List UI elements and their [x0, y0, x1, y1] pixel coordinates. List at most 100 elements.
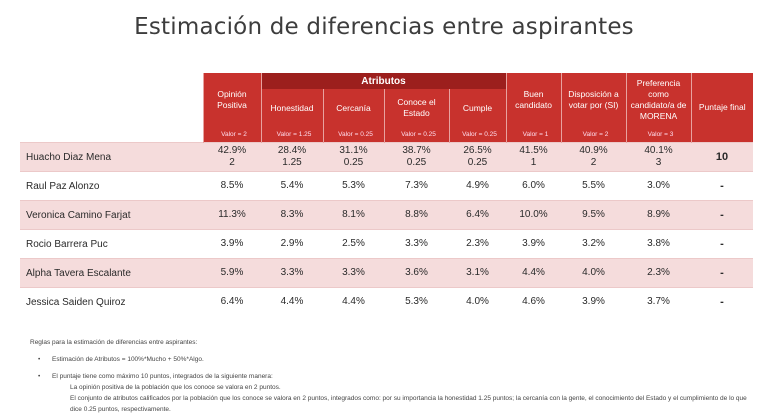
- page-title: Estimación de diferencias entre aspirant…: [134, 14, 634, 40]
- value-cell: 2.3%: [626, 258, 692, 288]
- table-body: Huacho Diaz Mena 42.9% 2 28.4% 1.25 31.1% 0…: [20, 142, 754, 316]
- final-score-cell: -: [691, 229, 754, 259]
- value-cell: 5.3%: [384, 287, 449, 316]
- final-score-cell: -: [691, 200, 754, 230]
- value-cell: 2.3%: [449, 229, 507, 259]
- final-score-cell: -: [691, 287, 754, 316]
- value-cell: 8.9%: [626, 200, 692, 230]
- value-cell: 3.6%: [384, 258, 449, 288]
- header-preferencia: Preferencia como candidato/a de MORENA: [625, 73, 692, 127]
- value-cell: 4.0%: [449, 287, 507, 316]
- value-cell: 4.9%: [449, 171, 507, 201]
- candidate-name: Jessica Saiden Quiroz: [20, 287, 203, 316]
- value-cell: 4.4%: [323, 287, 384, 316]
- value-cell: 10.0%: [506, 200, 562, 230]
- bullet-icon: •: [38, 356, 41, 363]
- table-row: Raul Paz Alonzo 8.5% 5.4% 5.3% 7.3% 4.9% 6.0% 5…: [20, 171, 754, 201]
- table-row: Huacho Diaz Mena 42.9% 2 28.4% 1.25 31.1% 0…: [20, 142, 754, 172]
- value-cell: 4.0%: [561, 258, 627, 288]
- value-cell: 3.9%: [203, 229, 261, 259]
- header-value: Valor = 2: [560, 127, 627, 143]
- header-label: Cercanía: [336, 102, 371, 113]
- candidate-name: Alpha Tavera Escalante: [20, 258, 203, 288]
- header-buen-candidato: Buen candidato: [505, 73, 562, 127]
- value-cell: 40.9% 2: [561, 142, 627, 172]
- value-cell: 5.5%: [561, 171, 627, 201]
- value-cell: 2.5%: [323, 229, 384, 259]
- table-row: Jessica Saiden Quiroz 6.4% 4.4% 4.4% 5.3% 4.0…: [20, 287, 754, 316]
- header-label: Honestidad: [270, 102, 314, 113]
- final-score-cell: -: [691, 258, 754, 288]
- notes-heading: Reglas para la estimación de diferencias…: [30, 339, 198, 346]
- notes-subitem: La opinión positiva de la población que …: [70, 384, 281, 391]
- final-score-cell: -: [691, 171, 754, 201]
- value-cell: 6.4%: [203, 287, 261, 316]
- value-cell: 5.9%: [203, 258, 261, 288]
- value-cell: 3.2%: [561, 229, 627, 259]
- notes-bullet-text: Estimación de Atributos = 100%*Mucho + 5…: [52, 356, 204, 363]
- candidate-name: Veronica Camino Farjat: [20, 200, 203, 230]
- value-cell: 6.0%: [506, 171, 562, 201]
- value-cell: 8.8%: [384, 200, 449, 230]
- header-conoce-estado: Conoce el Estado: [383, 89, 449, 127]
- value-cell: 31.1% 0.25: [323, 142, 384, 172]
- table-row: Rocio Barrera Puc 3.9% 2.9% 2.5% 3.3% 2.3% 3.9…: [20, 229, 754, 259]
- header-puntaje-final: Puntaje final: [690, 73, 754, 143]
- value-cell: 4.4%: [261, 287, 323, 316]
- header-label: Opinión Positiva: [217, 89, 247, 110]
- final-score-cell: 10: [691, 142, 754, 172]
- value-cell: 28.4% 1.25: [261, 142, 323, 172]
- header-label: Buen candidato: [515, 89, 552, 110]
- value-cell: 3.3%: [384, 229, 449, 259]
- candidate-name: Raul Paz Alonzo: [20, 171, 203, 201]
- candidate-name: Huacho Diaz Mena: [20, 142, 203, 172]
- notes-bullet: • Estimación de Atributos = 100%*Mucho + …: [30, 354, 750, 365]
- header-label: Disposición a votar por (SI): [568, 89, 619, 110]
- rules-notes: Reglas para la estimación de diferencias…: [30, 337, 750, 415]
- value-cell: 7.3%: [384, 171, 449, 201]
- header-corner: [20, 73, 203, 89]
- comparison-table: Opinión Positiva Atributos Buen candidat…: [20, 73, 754, 316]
- value-cell: 11.3%: [203, 200, 261, 230]
- value-cell: 2.9%: [261, 229, 323, 259]
- value-cell: 3.1%: [449, 258, 507, 288]
- value-cell: 9.5%: [561, 200, 627, 230]
- value-cell: 40.1% 3: [626, 142, 692, 172]
- notes-subitem: El conjunto de atributos calificados por…: [70, 395, 747, 413]
- header-label: Preferencia como candidato/a de MORENA: [630, 78, 687, 121]
- table-row: Alpha Tavera Escalante 5.9% 3.3% 3.3% 3.6% 3.…: [20, 258, 754, 288]
- value-cell: 3.3%: [261, 258, 323, 288]
- value-cell: 8.3%: [261, 200, 323, 230]
- header-corner: [20, 89, 203, 127]
- candidate-name: Rocio Barrera Puc: [20, 229, 203, 259]
- notes-bullet-text: El puntaje tiene como máximo 10 puntos, …: [52, 373, 273, 380]
- header-corner: [20, 127, 203, 143]
- value-cell: 8.1%: [323, 200, 384, 230]
- value-cell: 5.4%: [261, 171, 323, 201]
- header-value: Valor = 2: [202, 127, 261, 143]
- header-value: Valor = 0.25: [383, 127, 449, 143]
- header-honestidad: Honestidad: [260, 89, 323, 127]
- value-cell: 5.3%: [323, 171, 384, 201]
- value-cell: 4.4%: [506, 258, 562, 288]
- value-cell: 3.0%: [626, 171, 692, 201]
- header-cercania: Cercanía: [322, 89, 384, 127]
- value-cell: 6.4%: [449, 200, 507, 230]
- value-cell: 8.5%: [203, 171, 261, 201]
- value-cell: 3.9%: [561, 287, 627, 316]
- header-value: Valor = 3: [625, 127, 692, 143]
- value-cell: 42.9% 2: [203, 142, 261, 172]
- bullet-icon: •: [38, 373, 41, 380]
- value-cell: 3.3%: [323, 258, 384, 288]
- value-cell: 38.7% 0.25: [384, 142, 449, 172]
- header-group-atributos: Atributos: [260, 73, 507, 89]
- header-label: Conoce el Estado: [397, 97, 436, 118]
- value-cell: 26.5% 0.25: [449, 142, 507, 172]
- header-disposicion: Disposición a votar por (SI): [560, 73, 627, 127]
- header-label: Cumple: [462, 102, 493, 113]
- value-cell: 3.9%: [506, 229, 562, 259]
- value-cell: 3.8%: [626, 229, 692, 259]
- header-value: Valor = 0.25: [322, 127, 384, 143]
- value-cell: 4.6%: [506, 287, 562, 316]
- value-cell: 3.7%: [626, 287, 692, 316]
